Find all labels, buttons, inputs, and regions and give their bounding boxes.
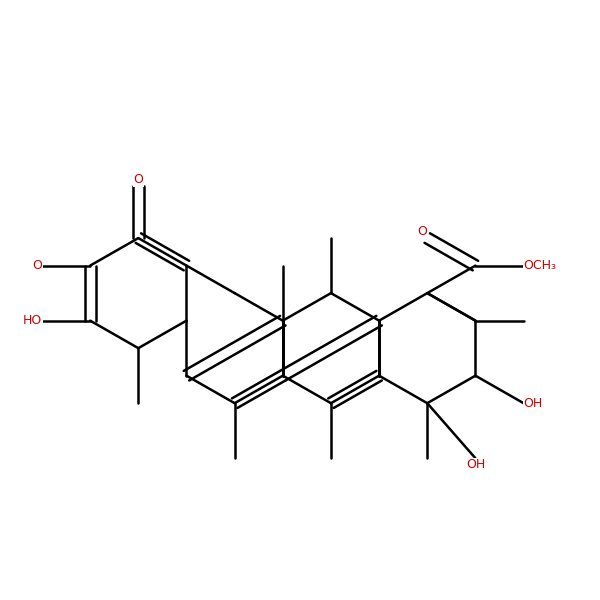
Text: OH: OH	[524, 397, 543, 410]
Text: OCH₃: OCH₃	[524, 259, 557, 272]
Text: O: O	[133, 173, 143, 187]
Text: O: O	[418, 225, 427, 238]
Text: OH: OH	[466, 458, 485, 471]
Text: O: O	[32, 259, 42, 272]
Text: HO: HO	[23, 314, 42, 327]
